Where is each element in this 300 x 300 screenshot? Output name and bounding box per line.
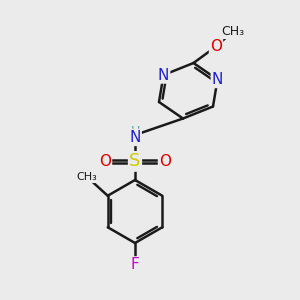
Text: F: F	[130, 257, 140, 272]
Text: N: N	[129, 130, 141, 145]
Text: O: O	[159, 154, 171, 169]
Text: CH₃: CH₃	[76, 172, 97, 182]
Text: S: S	[129, 152, 141, 170]
Text: N: N	[212, 72, 223, 87]
Text: N: N	[158, 68, 169, 82]
Text: O: O	[210, 39, 222, 54]
Text: O: O	[99, 154, 111, 169]
Text: CH₃: CH₃	[221, 25, 244, 38]
Text: H: H	[130, 125, 140, 138]
